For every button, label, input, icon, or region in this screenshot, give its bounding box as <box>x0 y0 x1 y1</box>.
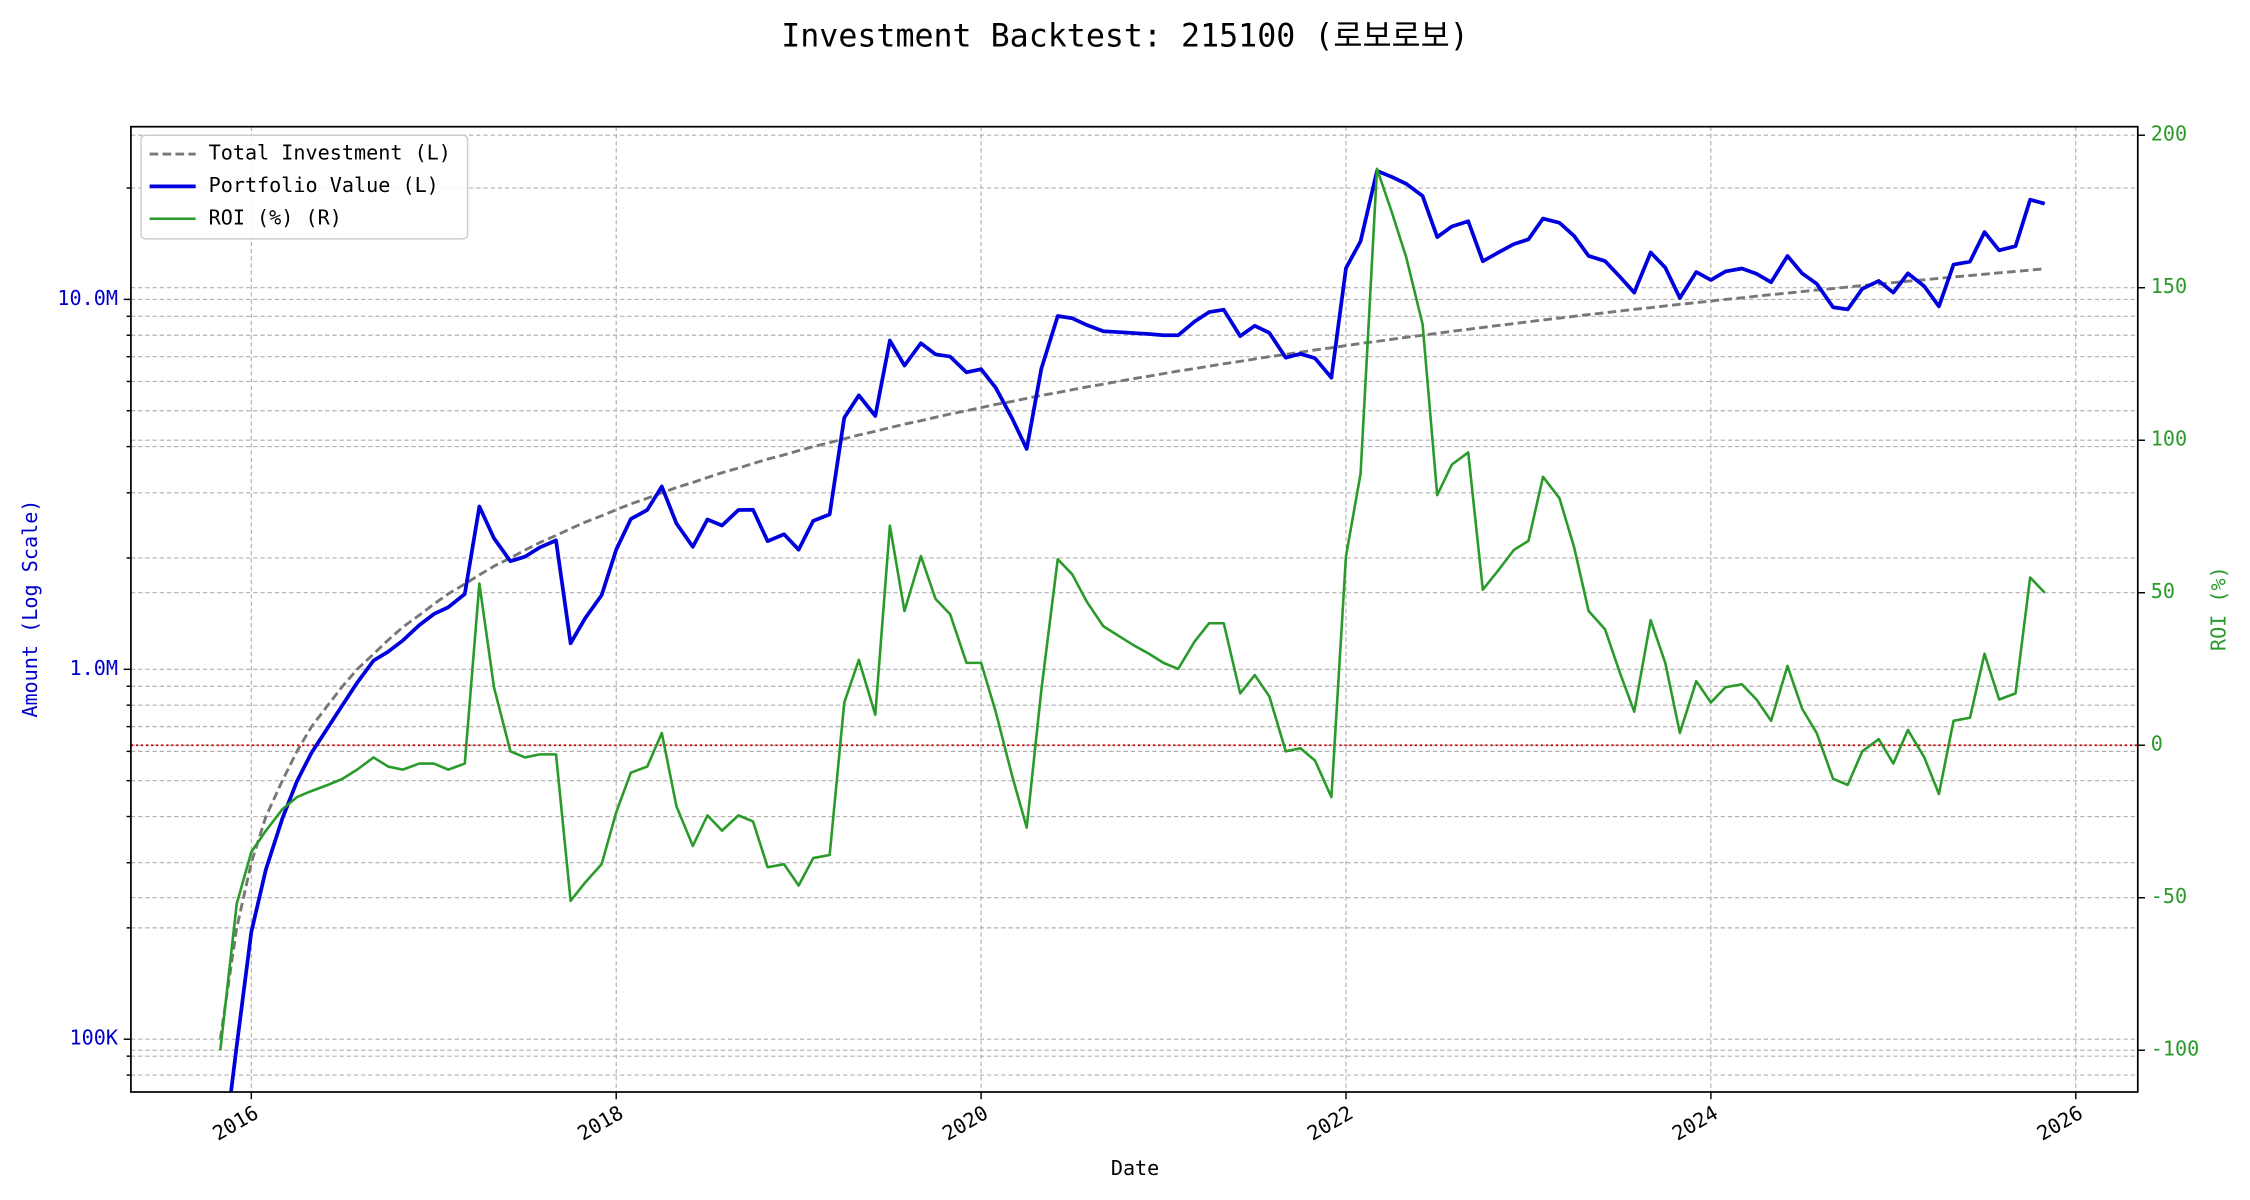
x-tick-label: 2016 <box>208 1100 262 1145</box>
plot-frame <box>130 125 2139 1093</box>
y2-tick-label: 150 <box>2151 274 2187 298</box>
y2-tick-label: 200 <box>2151 122 2187 146</box>
axes: 2016 2018 2020 2022 2024 2026 100K 1.0M 10.0M -10… <box>57 122 2199 1146</box>
y2-tick-label: -100 <box>2151 1037 2199 1061</box>
y2-tick-label: 100 <box>2151 427 2187 451</box>
x-axis-label: Date <box>1111 1156 1159 1180</box>
x-tick-label: 2024 <box>1668 1100 1722 1145</box>
legend: Total Investment (L) Portfolio Value (L) R… <box>140 134 469 240</box>
y2-tick-label: 50 <box>2151 579 2175 603</box>
series-line <box>229 169 2046 1093</box>
plot-area <box>130 167 2138 1093</box>
y2-tick-label: -50 <box>2151 884 2187 908</box>
grid <box>130 126 2138 1093</box>
x-tick-label: 2020 <box>938 1100 992 1145</box>
y2-tick-label: 0 <box>2151 732 2163 756</box>
y2-axis-label: ROI (%) <box>2206 566 2230 651</box>
legend-label: Total Investment (L) <box>209 141 451 165</box>
y-tick-label: 100K <box>69 1026 118 1050</box>
series-line <box>219 167 2046 1051</box>
y-tick-label: 10.0M <box>57 286 118 310</box>
y-tick-label: 1.0M <box>69 656 117 680</box>
y-axis-label: Amount (Log Scale) <box>18 500 42 718</box>
x-tick-label: 2018 <box>573 1100 627 1145</box>
x-tick-label: 2026 <box>2033 1100 2087 1145</box>
legend-label: Portfolio Value (L) <box>209 173 439 197</box>
legend-box <box>140 134 469 240</box>
chart-title: Investment Backtest: 215100 (로보로보) <box>781 18 1469 54</box>
x-tick-label: 2022 <box>1303 1100 1357 1145</box>
series-line <box>218 267 2045 1040</box>
legend-label: ROI (%) (R) <box>209 205 342 229</box>
